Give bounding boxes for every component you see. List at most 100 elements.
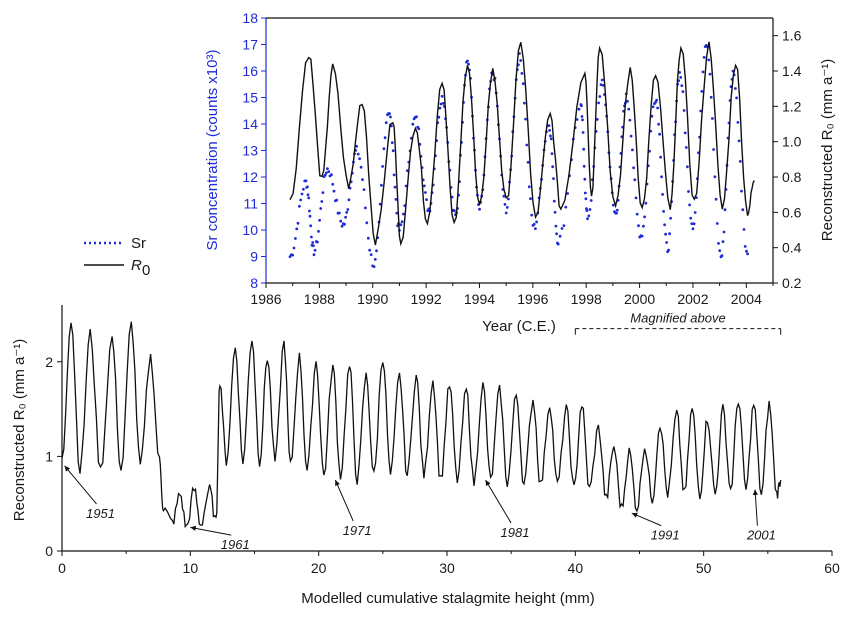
- sr-point: [718, 249, 722, 253]
- sr-point: [312, 244, 315, 248]
- sr-point: [552, 199, 556, 203]
- top-x-tick-label: 1994: [464, 291, 495, 307]
- sr-point: [294, 237, 297, 240]
- sr-point: [440, 94, 444, 98]
- sr-point: [364, 206, 367, 210]
- sr-point: [359, 165, 363, 169]
- top-right-tick-label: 1.6: [782, 28, 802, 44]
- sr-point: [662, 210, 665, 213]
- sr-point: [615, 211, 618, 215]
- sr-point: [380, 183, 383, 187]
- sr-point: [548, 129, 551, 132]
- magnified-bracket: Magnified above: [574, 311, 782, 335]
- sr-point: [520, 72, 524, 75]
- sr-point: [643, 215, 646, 219]
- annotation-year-label: 1981: [501, 525, 530, 540]
- sr-point: [683, 131, 687, 135]
- sr-point: [382, 147, 386, 151]
- top-right-tick-label: 0.4: [782, 240, 802, 256]
- bottom-x-axis-label: Modelled cumulative stalagmite height (m…: [301, 590, 594, 607]
- sr-point: [549, 134, 552, 138]
- sr-point: [425, 198, 428, 202]
- sr-point: [681, 90, 685, 93]
- top-x-tick-label: 1992: [411, 291, 442, 307]
- sr-point: [390, 124, 393, 128]
- sr-point: [702, 56, 706, 59]
- sr-point: [317, 230, 320, 233]
- sr-point: [720, 254, 724, 258]
- sr-point: [575, 118, 579, 121]
- sr-point: [659, 155, 662, 159]
- sr-point: [321, 191, 325, 195]
- top-left-tick-label: 14: [242, 116, 258, 132]
- sr-point: [339, 219, 343, 223]
- sr-point: [347, 198, 351, 202]
- sr-point: [651, 105, 655, 109]
- bottom-x-tick-label: 0: [58, 560, 66, 576]
- top-left-axis-label: Sr concentration (counts x10³): [204, 50, 221, 251]
- top-chart: 1986 1988 1990 1992 1994 1996 1998 2000 2002 2004…: [84, 10, 836, 335]
- annotation-arrow: [334, 479, 354, 522]
- sr-point: [558, 234, 562, 238]
- sr-point: [532, 222, 536, 226]
- sr-point: [566, 192, 569, 195]
- bottom-x-tick-label: 30: [439, 560, 455, 576]
- sr-point: [547, 124, 551, 127]
- sr-point: [598, 95, 602, 98]
- bracket-label: Magnified above: [630, 311, 725, 326]
- sr-point: [735, 96, 738, 100]
- sr-point: [714, 197, 718, 201]
- sr-point: [417, 127, 421, 131]
- sr-point: [700, 90, 704, 93]
- sr-point: [712, 148, 715, 151]
- sr-point: [635, 212, 639, 216]
- sr-point: [343, 222, 346, 226]
- sr-point: [307, 196, 311, 200]
- sr-point: [668, 232, 671, 236]
- sr-point: [600, 78, 604, 82]
- sr-point: [344, 215, 347, 219]
- annotation-arrowhead: [190, 525, 197, 531]
- sr-point: [583, 177, 587, 181]
- sr-point: [656, 106, 659, 110]
- sr-point: [323, 173, 327, 177]
- sr-point: [399, 223, 403, 227]
- sr-point: [679, 76, 683, 79]
- sr-point: [640, 234, 644, 238]
- sr-point: [369, 253, 373, 256]
- sr-point: [388, 112, 391, 116]
- sr-point: [708, 72, 712, 76]
- sr-point: [452, 209, 456, 213]
- sr-point: [707, 58, 711, 62]
- top-x-tick-label: 2004: [731, 291, 762, 307]
- sr-point: [586, 217, 589, 221]
- legend-sr-label: Sr: [131, 235, 146, 252]
- sr-point: [384, 121, 388, 125]
- top-x-tick-label: 1996: [517, 291, 548, 307]
- sr-point: [331, 182, 335, 186]
- sr-point: [740, 189, 743, 193]
- bottom-x-tick-label: 20: [311, 560, 327, 576]
- sr-point: [295, 227, 299, 231]
- sr-point: [346, 208, 350, 211]
- sr-point: [552, 177, 555, 181]
- sr-point: [690, 222, 694, 226]
- bottom-y-tick-label: 0: [45, 543, 53, 559]
- sr-point: [291, 253, 295, 257]
- sr-point: [599, 83, 603, 86]
- sr-point: [523, 101, 526, 105]
- sr-point: [737, 139, 741, 143]
- sr-point: [308, 214, 312, 218]
- top-r0-line: [289, 41, 755, 247]
- sr-point: [319, 207, 323, 210]
- sr-point: [693, 211, 697, 214]
- sr-point: [555, 232, 558, 236]
- sr-point: [302, 187, 305, 191]
- sr-point: [660, 175, 663, 179]
- sr-point: [663, 223, 666, 227]
- sr-point: [505, 206, 509, 209]
- sr-point: [734, 87, 737, 90]
- annotation-arrowhead: [631, 512, 638, 518]
- sr-point: [631, 148, 634, 152]
- sr-point: [655, 98, 658, 102]
